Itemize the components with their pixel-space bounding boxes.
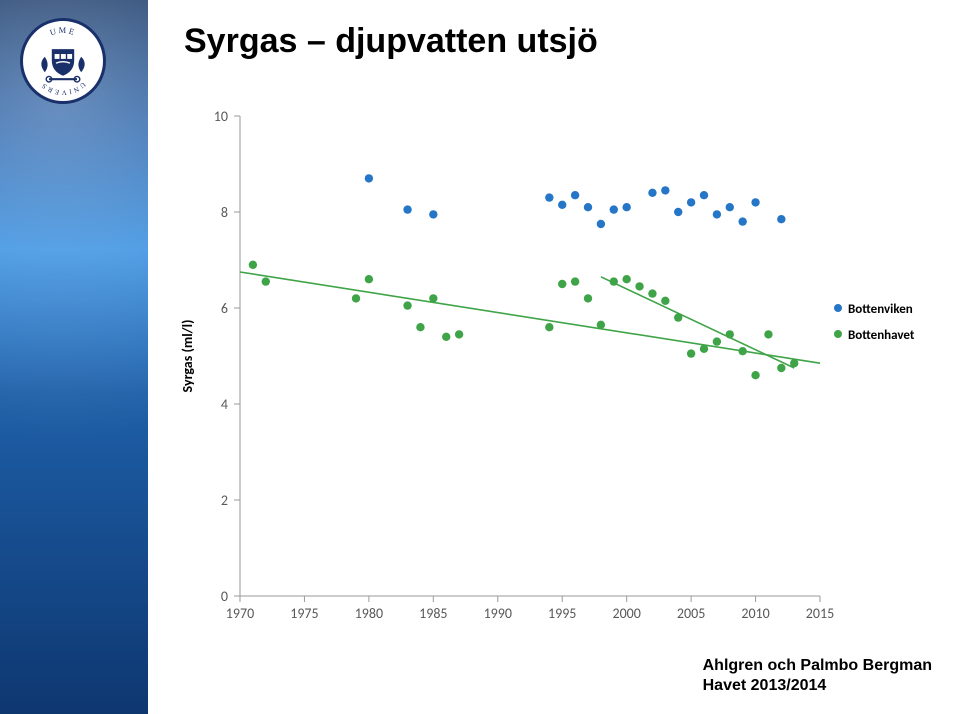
svg-text:1985: 1985 (419, 605, 447, 622)
svg-text:1975: 1975 (290, 605, 318, 622)
logo-svg: UME UNIVERS (28, 26, 98, 96)
svg-text:2: 2 (221, 492, 228, 509)
svg-text:2005: 2005 (677, 605, 705, 622)
sidebar-gradient: UME UNIVERS (0, 0, 148, 714)
svg-text:1995: 1995 (548, 605, 576, 622)
svg-text:1970: 1970 (226, 605, 254, 622)
svg-text:6: 6 (221, 300, 228, 317)
svg-text:10: 10 (214, 108, 228, 125)
svg-text:8: 8 (221, 204, 228, 221)
svg-text:2015: 2015 (806, 605, 834, 622)
university-logo: UME UNIVERS (20, 18, 106, 104)
slide: UME UNIVERS Syrgas – djupvat (0, 0, 960, 714)
oxygen-chart: 0 2 4 6 8 10 1970 1975 1980 1985 1990 1995 2000 2005 2… (168, 108, 938, 628)
svg-text:4: 4 (221, 396, 228, 413)
svg-text:2000: 2000 (612, 605, 640, 622)
svg-text:0: 0 (221, 588, 228, 605)
svg-text:Bottenhavet: Bottenhavet (848, 328, 915, 343)
svg-text:Bottenviken: Bottenviken (848, 302, 913, 317)
svg-text:2010: 2010 (741, 605, 769, 622)
svg-text:Syrgas (ml/l): Syrgas (ml/l) (179, 320, 196, 393)
citation-line-1: Ahlgren och Palmbo Bergman (703, 656, 932, 676)
svg-text:1980: 1980 (355, 605, 383, 622)
svg-text:1990: 1990 (484, 605, 512, 622)
citation-line-2: Havet 2013/2014 (703, 676, 932, 696)
slide-title: Syrgas – djupvatten utsjö (184, 22, 598, 61)
chart-svg: 0 2 4 6 8 10 1970 1975 1980 1985 1990 1995 2000 2005 2… (168, 108, 938, 628)
citation: Ahlgren och Palmbo Bergman Havet 2013/20… (703, 656, 932, 696)
